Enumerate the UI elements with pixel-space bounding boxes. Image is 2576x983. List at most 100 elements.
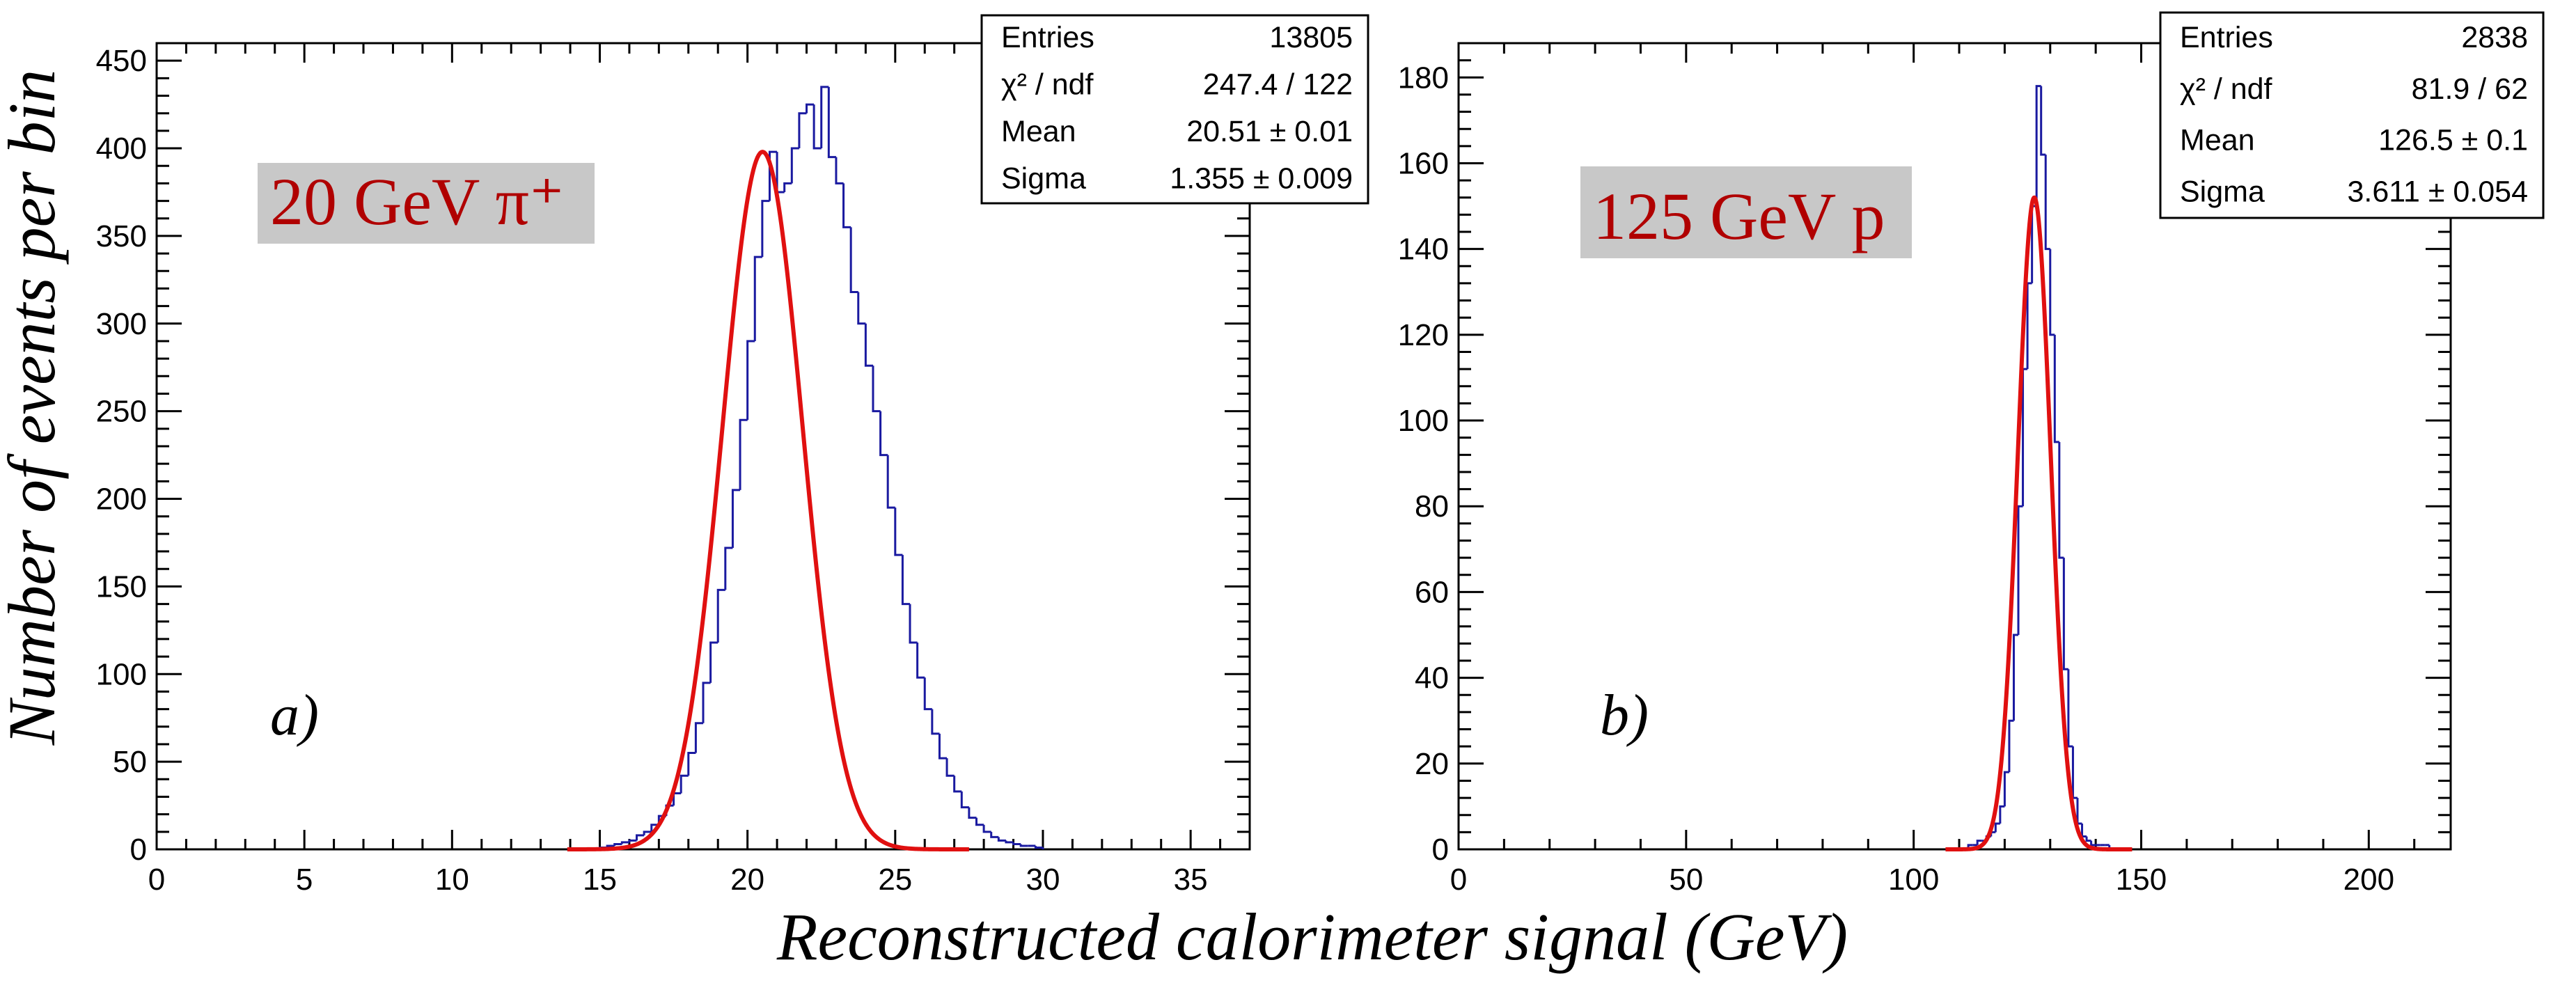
histogram-bin (909, 604, 918, 644)
histogram-bin (842, 183, 851, 228)
histogram-bin (2035, 85, 2041, 207)
stats-box (980, 14, 1369, 205)
x-tick-label: 0 (148, 863, 165, 897)
histogram-bin (1999, 805, 2005, 824)
histogram-bin (2012, 634, 2019, 721)
histogram-bin (2026, 282, 2032, 370)
histogram-bin (716, 588, 725, 643)
histogram-bin (761, 200, 770, 258)
stats-value: 81.9 / 62 (2412, 72, 2528, 106)
histogram-bin (753, 255, 762, 341)
stats-value: 20.51 ± 0.01 (1186, 115, 1353, 148)
gaussian-fit-curve (1944, 195, 2134, 851)
x-tick-label: 20 (730, 863, 764, 897)
histogram-bin (650, 824, 659, 832)
histogram-bin (694, 722, 703, 753)
histogram-bin (1012, 842, 1021, 845)
histogram-bin (687, 752, 696, 776)
histogram-bin (916, 642, 925, 679)
histogram-bin (968, 807, 977, 819)
histogram-bin (739, 418, 748, 490)
y-tick-label: 300 (96, 307, 147, 341)
histogram-bin (931, 709, 940, 735)
y-tick-label: 100 (96, 657, 147, 691)
y-tick-label: 50 (113, 745, 147, 779)
histogram-bin (636, 834, 645, 841)
histogram-bin (2040, 86, 2046, 156)
y-tick-label: 250 (96, 395, 147, 429)
y-tick-label: 450 (96, 44, 147, 78)
histogram-bin (2031, 205, 2037, 283)
histogram-bin (2067, 669, 2073, 748)
panel-a: 0 5 10 15 20 25 30 3505010015020025030035040045… (96, 14, 1369, 897)
histogram-bin (2003, 771, 2009, 807)
stats-label: Mean (2180, 124, 2255, 157)
histogram-bin (783, 182, 792, 192)
histogram-bin (731, 489, 741, 549)
histogram-bin (709, 641, 718, 683)
histogram-bin (2049, 249, 2055, 336)
y-tick-label: 0 (1432, 833, 1449, 867)
y-tick-label: 400 (96, 132, 147, 166)
histogram-bin (857, 292, 866, 325)
histogram-bin (938, 733, 948, 760)
histogram-bin (1034, 845, 1043, 849)
stats-label: Sigma (1001, 162, 1086, 195)
histogram-bin (702, 682, 711, 723)
x-tick-label: 35 (1174, 863, 1208, 897)
stats-label: χ² / ndf (2180, 72, 2273, 106)
histogram-bin (894, 508, 903, 556)
histogram-bin (1976, 840, 1982, 845)
stats-label: Mean (1001, 115, 1076, 148)
histogram-bin (673, 792, 682, 806)
panel-tag: b) (1600, 683, 1649, 748)
x-tick-label: 10 (435, 863, 469, 897)
x-tick-label: 150 (2116, 863, 2167, 897)
stats-label: χ² / ndf (1001, 68, 1094, 101)
stats-box (2159, 11, 2545, 219)
stats-label: Sigma (2180, 175, 2265, 208)
histogram-bin (2058, 441, 2064, 559)
y-tick-label: 150 (96, 569, 147, 604)
histogram-bin (953, 776, 962, 793)
annotation-label: 20 GeV π⁺ (270, 164, 565, 239)
histogram-bin (901, 555, 911, 606)
histogram-bin (982, 824, 991, 833)
histogram-bin (613, 842, 622, 846)
annotation-label: 125 GeV p (1593, 179, 1885, 253)
x-axis-title: Reconstructed calorimeter signal (GeV) (776, 899, 1848, 974)
annotation-box (1580, 166, 1912, 258)
histogram-bin (768, 150, 778, 201)
histogram-bin (1994, 822, 2000, 833)
gaussian-fit-curve (566, 150, 970, 851)
histogram-bin (975, 817, 984, 826)
y-tick-label: 160 (1398, 146, 1449, 180)
stats-label: Entries (2180, 21, 2273, 54)
stats-value: 1.355 ± 0.009 (1170, 162, 1353, 195)
histogram-bin (2053, 334, 2059, 443)
histogram-bin (746, 340, 755, 420)
histogram-bin (798, 112, 807, 149)
x-tick-label: 15 (583, 863, 617, 897)
histogram-bin (680, 774, 689, 794)
x-tick-label: 50 (1669, 863, 1703, 897)
x-tick-label: 25 (878, 863, 912, 897)
x-tick-label: 100 (1888, 863, 1939, 897)
histogram-bin (812, 104, 822, 150)
stats-value: 247.4 / 122 (1203, 68, 1353, 101)
histogram-bin (620, 841, 629, 844)
histogram-bin (2085, 836, 2091, 842)
histogram-bin (872, 365, 881, 413)
histogram-bin (776, 152, 785, 194)
y-axis-title: Number of events per bin (0, 70, 69, 746)
y-tick-label: 200 (96, 482, 147, 517)
y-tick-label: 100 (1398, 404, 1449, 438)
stats-value: 126.5 ± 0.1 (2378, 124, 2528, 157)
x-tick-label: 5 (296, 863, 313, 897)
stats-label: Entries (1001, 21, 1094, 54)
y-tick-label: 40 (1415, 661, 1449, 695)
histogram-bin (643, 831, 652, 835)
histogram-bin (849, 227, 858, 293)
stats-value: 2838 (2461, 21, 2528, 54)
